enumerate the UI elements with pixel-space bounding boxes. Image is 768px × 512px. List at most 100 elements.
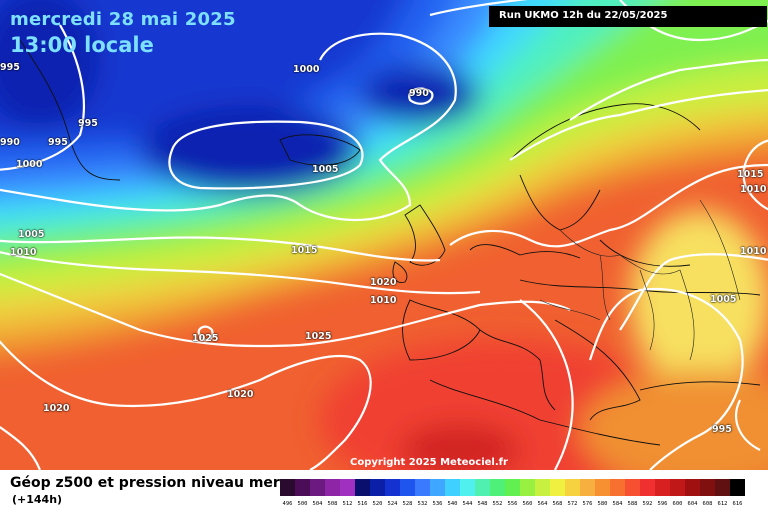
legend-label: 552 [492,501,503,507]
legend-label: 512 [342,501,353,507]
isobar-label: 1010 [740,246,767,257]
legend-label: 564 [537,501,548,507]
legend-label: 608 [702,501,713,507]
legend-swatch [625,479,640,496]
legend-swatch [355,479,370,496]
legend-label: 520 [372,501,383,507]
isobar-label: 995 [78,118,98,129]
isobar-label: 1010 [10,247,37,258]
isobar-label: 1020 [227,389,254,400]
legend-label: 504 [312,501,323,507]
copyright: Copyright 2025 Meteociel.fr [350,457,508,468]
legend-label: 524 [387,501,398,507]
isobar-label: 1005 [710,294,737,305]
legend-label: 560 [522,501,533,507]
legend-swatch [310,479,325,496]
legend-label: 556 [507,501,518,507]
forecast-date: mercredi 28 mai 2025 [10,9,236,30]
forecast-step: (+144h) [12,493,63,506]
legend-label: 516 [357,501,368,507]
legend-swatch [700,479,715,496]
legend-label: 584 [612,501,623,507]
legend-label: 616 [732,501,743,507]
legend-swatch [460,479,475,496]
isobar-label: 995 [0,62,20,73]
legend-swatch [340,479,355,496]
forecast-time: 13:00 locale [10,33,154,57]
legend-swatch [640,479,655,496]
legend-label: 548 [477,501,488,507]
legend-swatch [445,479,460,496]
footer: Géop z500 et pression niveau mer (+144h)… [0,470,768,512]
run-info-box: Run UKMO 12h du 22/05/2025 [489,6,767,27]
isobar-label: 1015 [291,245,318,256]
legend-label: 500 [297,501,308,507]
legend-label: 508 [327,501,338,507]
legend-label: 572 [567,501,578,507]
isobar-label: 1025 [305,331,332,342]
legend-swatch [430,479,445,496]
isobars [0,0,768,470]
legend-swatch [415,479,430,496]
legend-label: 588 [627,501,638,507]
legend-swatch [370,479,385,496]
legend-label: 592 [642,501,653,507]
legend-swatch [655,479,670,496]
legend-label: 496 [282,501,293,507]
legend-label: 540 [447,501,458,507]
color-legend [280,479,745,496]
legend-label: 600 [672,501,683,507]
isobar-label: 990 [0,137,20,148]
isobar-label: 995 [712,424,732,435]
legend-swatch [280,479,295,496]
legend-label: 544 [462,501,473,507]
legend-swatch [535,479,550,496]
legend-label: 612 [717,501,728,507]
legend-swatch [685,479,700,496]
legend-label: 536 [432,501,443,507]
color-legend-labels: 496 500 504 508 512 516 520 524 528 532 536 540 544 5… [280,501,745,507]
legend-swatch [490,479,505,496]
legend-swatch [670,479,685,496]
geopotential-field [0,0,768,470]
legend-label: 580 [597,501,608,507]
isobar-label: 1025 [192,333,219,344]
legend-label: 596 [657,501,668,507]
legend-swatch [385,479,400,496]
isobar-label: 990 [409,88,429,99]
legend-swatch [400,479,415,496]
legend-swatch [580,479,595,496]
map-canvas [0,0,768,470]
isobar-label: 1000 [293,64,320,75]
legend-label: 604 [687,501,698,507]
isobar-label: 1010 [740,184,767,195]
legend-swatch [550,479,565,496]
legend-swatch [730,479,745,496]
legend-label: 532 [417,501,428,507]
isobar-label: 1005 [18,229,45,240]
legend-swatch [610,479,625,496]
isobar-label: 1015 [737,169,764,180]
run-info: Run UKMO 12h du 22/05/2025 [499,10,668,21]
legend-swatch [505,479,520,496]
isobar-label: 1020 [370,277,397,288]
legend-swatch [520,479,535,496]
isobar-label: 995 [48,137,68,148]
legend-swatch [565,479,580,496]
legend-swatch [295,479,310,496]
isobar-label: 1020 [43,403,70,414]
legend-label: 528 [402,501,413,507]
forecast-map: 995 1000 990 995 990 995 1000 1005 1005 … [0,0,768,470]
isobar-label: 1005 [312,164,339,175]
map-title: Géop z500 et pression niveau mer [10,475,280,491]
legend-swatch [595,479,610,496]
country-borders [539,199,741,361]
legend-swatch [475,479,490,496]
legend-swatch [715,479,730,496]
isobar-label: 1010 [370,295,397,306]
legend-label: 568 [552,501,563,507]
legend-label: 576 [582,501,593,507]
isobar-label: 1000 [16,159,43,170]
legend-swatch [325,479,340,496]
